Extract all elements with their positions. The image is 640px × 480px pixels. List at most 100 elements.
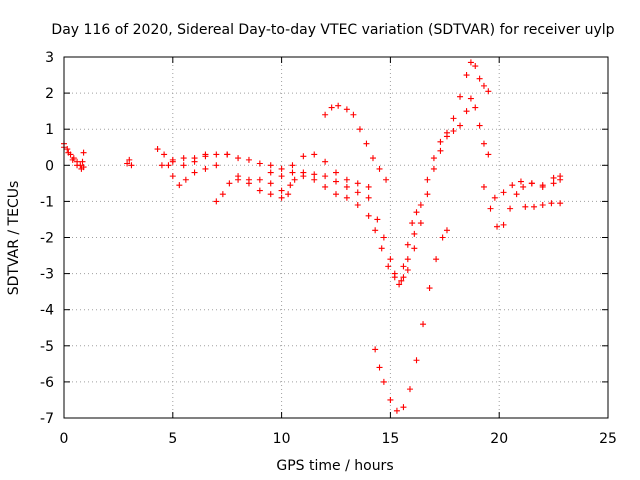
data-point (557, 173, 564, 180)
data-point (226, 180, 233, 187)
data-point (480, 82, 487, 89)
data-point (393, 407, 400, 414)
data-point (443, 227, 450, 234)
data-point (219, 191, 226, 198)
data-point (289, 169, 296, 176)
data-point (202, 165, 209, 172)
x-tick-label: 25 (599, 431, 617, 447)
data-point (343, 106, 350, 113)
y-tick-label: -2 (40, 231, 54, 247)
series-track-l (372, 227, 450, 414)
data-point (176, 182, 183, 189)
data-point (378, 245, 385, 252)
data-point (491, 194, 498, 201)
data-point (513, 191, 520, 198)
data-point (500, 189, 507, 196)
data-point (500, 221, 507, 228)
data-point (191, 169, 198, 176)
data-point (256, 187, 263, 194)
series-track-c (124, 156, 135, 169)
data-point (411, 230, 418, 237)
data-point (333, 178, 339, 185)
data-point (426, 285, 433, 292)
data-point (335, 102, 342, 109)
y-tick-label: -1 (40, 194, 54, 210)
x-tick-label: 10 (273, 431, 291, 447)
data-point (300, 169, 307, 176)
data-point (457, 122, 464, 129)
data-point (409, 220, 416, 227)
series-track-p (522, 200, 564, 210)
data-point (400, 263, 407, 270)
data-point (476, 75, 483, 82)
data-point (343, 194, 350, 201)
data-point (539, 182, 546, 189)
y-tick-label: -5 (40, 339, 54, 355)
data-point (322, 183, 329, 190)
data-point (169, 173, 176, 180)
data-point (79, 158, 86, 165)
data-point (64, 146, 71, 153)
data-point (509, 182, 516, 189)
data-point (80, 164, 87, 171)
data-point (267, 191, 274, 198)
data-point (400, 274, 407, 281)
data-point (256, 176, 263, 183)
data-point (224, 151, 231, 158)
data-point (463, 108, 470, 115)
data-point (322, 158, 329, 165)
data-point (424, 191, 431, 198)
data-point (522, 203, 529, 210)
data-point (202, 151, 209, 158)
data-point (404, 256, 411, 263)
data-point (124, 160, 131, 167)
data-point (372, 346, 379, 353)
series-track-f (158, 151, 209, 169)
data-point (322, 173, 329, 180)
data-point (245, 180, 252, 187)
data-point (467, 59, 474, 66)
data-point (285, 191, 292, 198)
data-point (507, 205, 514, 212)
data-point (180, 155, 187, 162)
data-point (369, 155, 376, 162)
data-point (354, 180, 361, 187)
data-point (235, 155, 242, 162)
data-point (213, 162, 220, 169)
data-point (433, 256, 440, 263)
data-point (430, 155, 437, 162)
data-point (180, 162, 187, 169)
data-point (213, 151, 220, 158)
data-point (430, 165, 437, 172)
data-point (278, 194, 285, 201)
data-point (398, 277, 405, 284)
series-track-k (322, 102, 390, 183)
data-point (396, 281, 403, 288)
plot-frame (63, 56, 609, 419)
data-point (74, 162, 81, 169)
data-point (256, 160, 263, 167)
data-point (213, 198, 220, 205)
data-point (333, 191, 339, 198)
series-track-a (61, 140, 87, 169)
data-point (539, 202, 546, 209)
data-point (328, 104, 335, 111)
data-point (278, 165, 285, 172)
data-point (161, 151, 168, 158)
data-point (380, 234, 387, 241)
series-track-j (267, 59, 492, 288)
data-point (413, 357, 420, 364)
data-point (278, 173, 285, 180)
data-point (517, 178, 524, 185)
data-point (311, 151, 318, 158)
data-point (350, 111, 357, 118)
series-track-i (235, 95, 492, 284)
series-track-m (400, 209, 420, 270)
data-point (376, 364, 383, 371)
data-point (287, 182, 294, 189)
data-point (439, 234, 446, 241)
data-point (154, 146, 161, 153)
data-point (311, 176, 318, 183)
data-point (354, 189, 361, 196)
data-point (485, 151, 492, 158)
